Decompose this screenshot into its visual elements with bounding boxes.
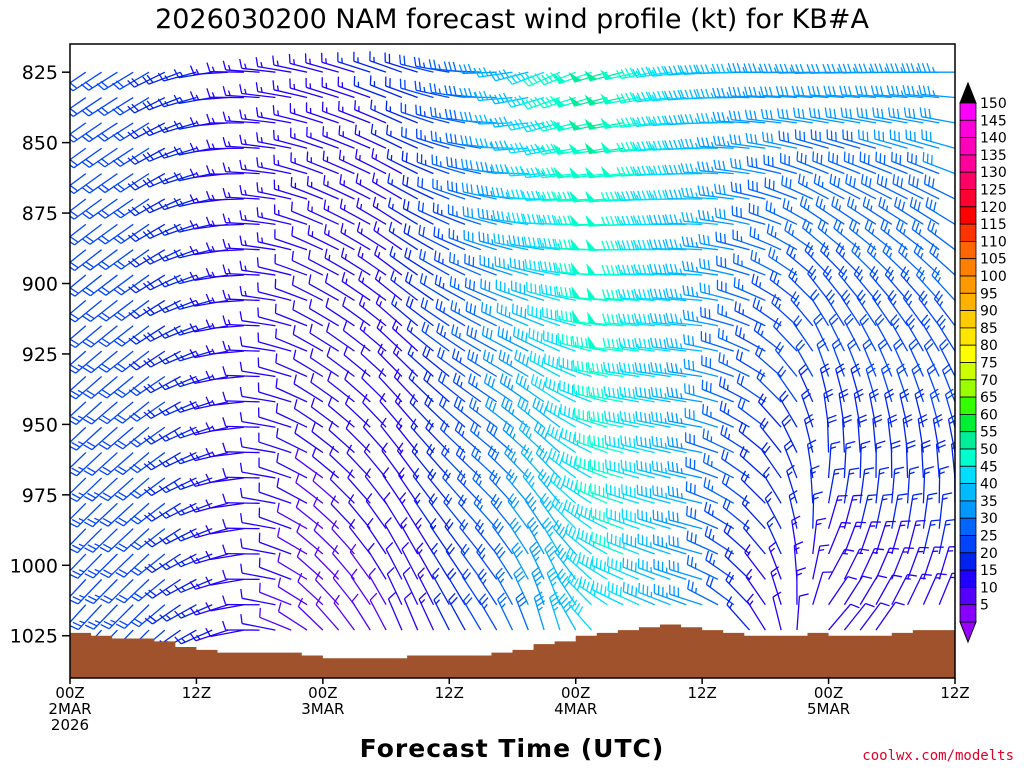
colorbar-label: 25 [980,529,998,545]
colorbar-label: 45 [980,459,998,475]
colorbar-swatch [960,397,976,414]
colorbar-label: 150 [980,96,1007,112]
colorbar-swatch [960,466,976,483]
colorbar-label: 5 [980,598,989,614]
colorbar-label: 60 [980,407,998,423]
colorbar-swatch [960,172,976,189]
colorbar-label: 95 [980,286,998,302]
x-tick-label: 12Z [435,684,464,702]
colorbar-swatch [960,207,976,224]
colorbar-swatch [960,570,976,587]
colorbar-label: 115 [980,217,1007,233]
colorbar-label: 15 [980,563,998,579]
colorbar-label: 30 [980,511,998,527]
colorbar-swatch [960,241,976,258]
colorbar-swatch [960,276,976,293]
colorbar-label: 135 [980,148,1007,164]
colorbar-swatch [960,311,976,328]
colorbar-swatch [960,155,976,172]
colorbar-label: 75 [980,356,998,372]
colorbar-label: 65 [980,390,998,406]
colorbar-swatch [960,120,976,137]
x-tick-label: 12Z [687,684,716,702]
y-tick-label: 875 [22,203,58,225]
colorbar-swatch [960,380,976,397]
colorbar-swatch [960,293,976,310]
colorbar-label: 40 [980,477,998,493]
colorbar-label: 140 [980,131,1007,147]
colorbar-swatch [960,224,976,241]
chart-title: 2026030200 NAM forecast wind profile (kt… [155,4,869,35]
x-tick-label: 12Z [940,684,969,702]
colorbar-label: 70 [980,373,998,389]
x-tick-label: 12Z [182,684,211,702]
colorbar-swatch [960,259,976,276]
colorbar-swatch [960,103,976,120]
colorbar-label: 10 [980,580,998,596]
colorbar-swatch [960,484,976,501]
colorbar-label: 125 [980,183,1007,199]
colorbar-swatch [960,345,976,362]
colorbar-swatch [960,432,976,449]
y-tick-label: 850 [22,133,58,155]
colorbar-label: 50 [980,442,998,458]
colorbar-swatch [960,328,976,345]
x-axis-label: Forecast Time (UTC) [360,734,665,763]
colorbar-label: 100 [980,269,1007,285]
colorbar-label: 85 [980,321,998,337]
colorbar-swatch [960,138,976,155]
colorbar-swatch [960,536,976,553]
y-tick-label: 950 [22,414,58,436]
colorbar-swatch [960,501,976,518]
colorbar-swatch [960,414,976,431]
x-tick-label: 5MAR [807,700,850,718]
colorbar-label: 35 [980,494,998,510]
credit-link[interactable]: coolwx.com/modelts [862,748,1014,764]
colorbar-swatch [960,190,976,207]
colorbar-swatch [960,449,976,466]
y-tick-label: 1000 [10,555,58,577]
colorbar-swatch [960,605,976,622]
colorbar-label: 20 [980,546,998,562]
colorbar-swatch [960,587,976,604]
colorbar-label: 120 [980,200,1007,216]
y-tick-label: 975 [22,485,58,507]
colorbar-swatch [960,518,976,535]
colorbar-label: 105 [980,252,1007,268]
colorbar-swatch [960,553,976,570]
colorbar-swatch [960,363,976,380]
x-tick-label: 3MAR [301,700,344,718]
x-tick-label: 2026 [51,716,89,734]
y-tick-label: 900 [22,274,58,296]
colorbar-label: 55 [980,425,998,441]
x-tick-label: 4MAR [554,700,597,718]
colorbar-label: 80 [980,338,998,354]
colorbar-label: 145 [980,113,1007,129]
y-tick-label: 925 [22,344,58,366]
colorbar-label: 110 [980,234,1007,250]
y-tick-label: 1025 [10,626,58,648]
y-tick-label: 825 [22,62,58,84]
colorbar-label: 130 [980,165,1007,181]
colorbar-label: 90 [980,304,998,320]
